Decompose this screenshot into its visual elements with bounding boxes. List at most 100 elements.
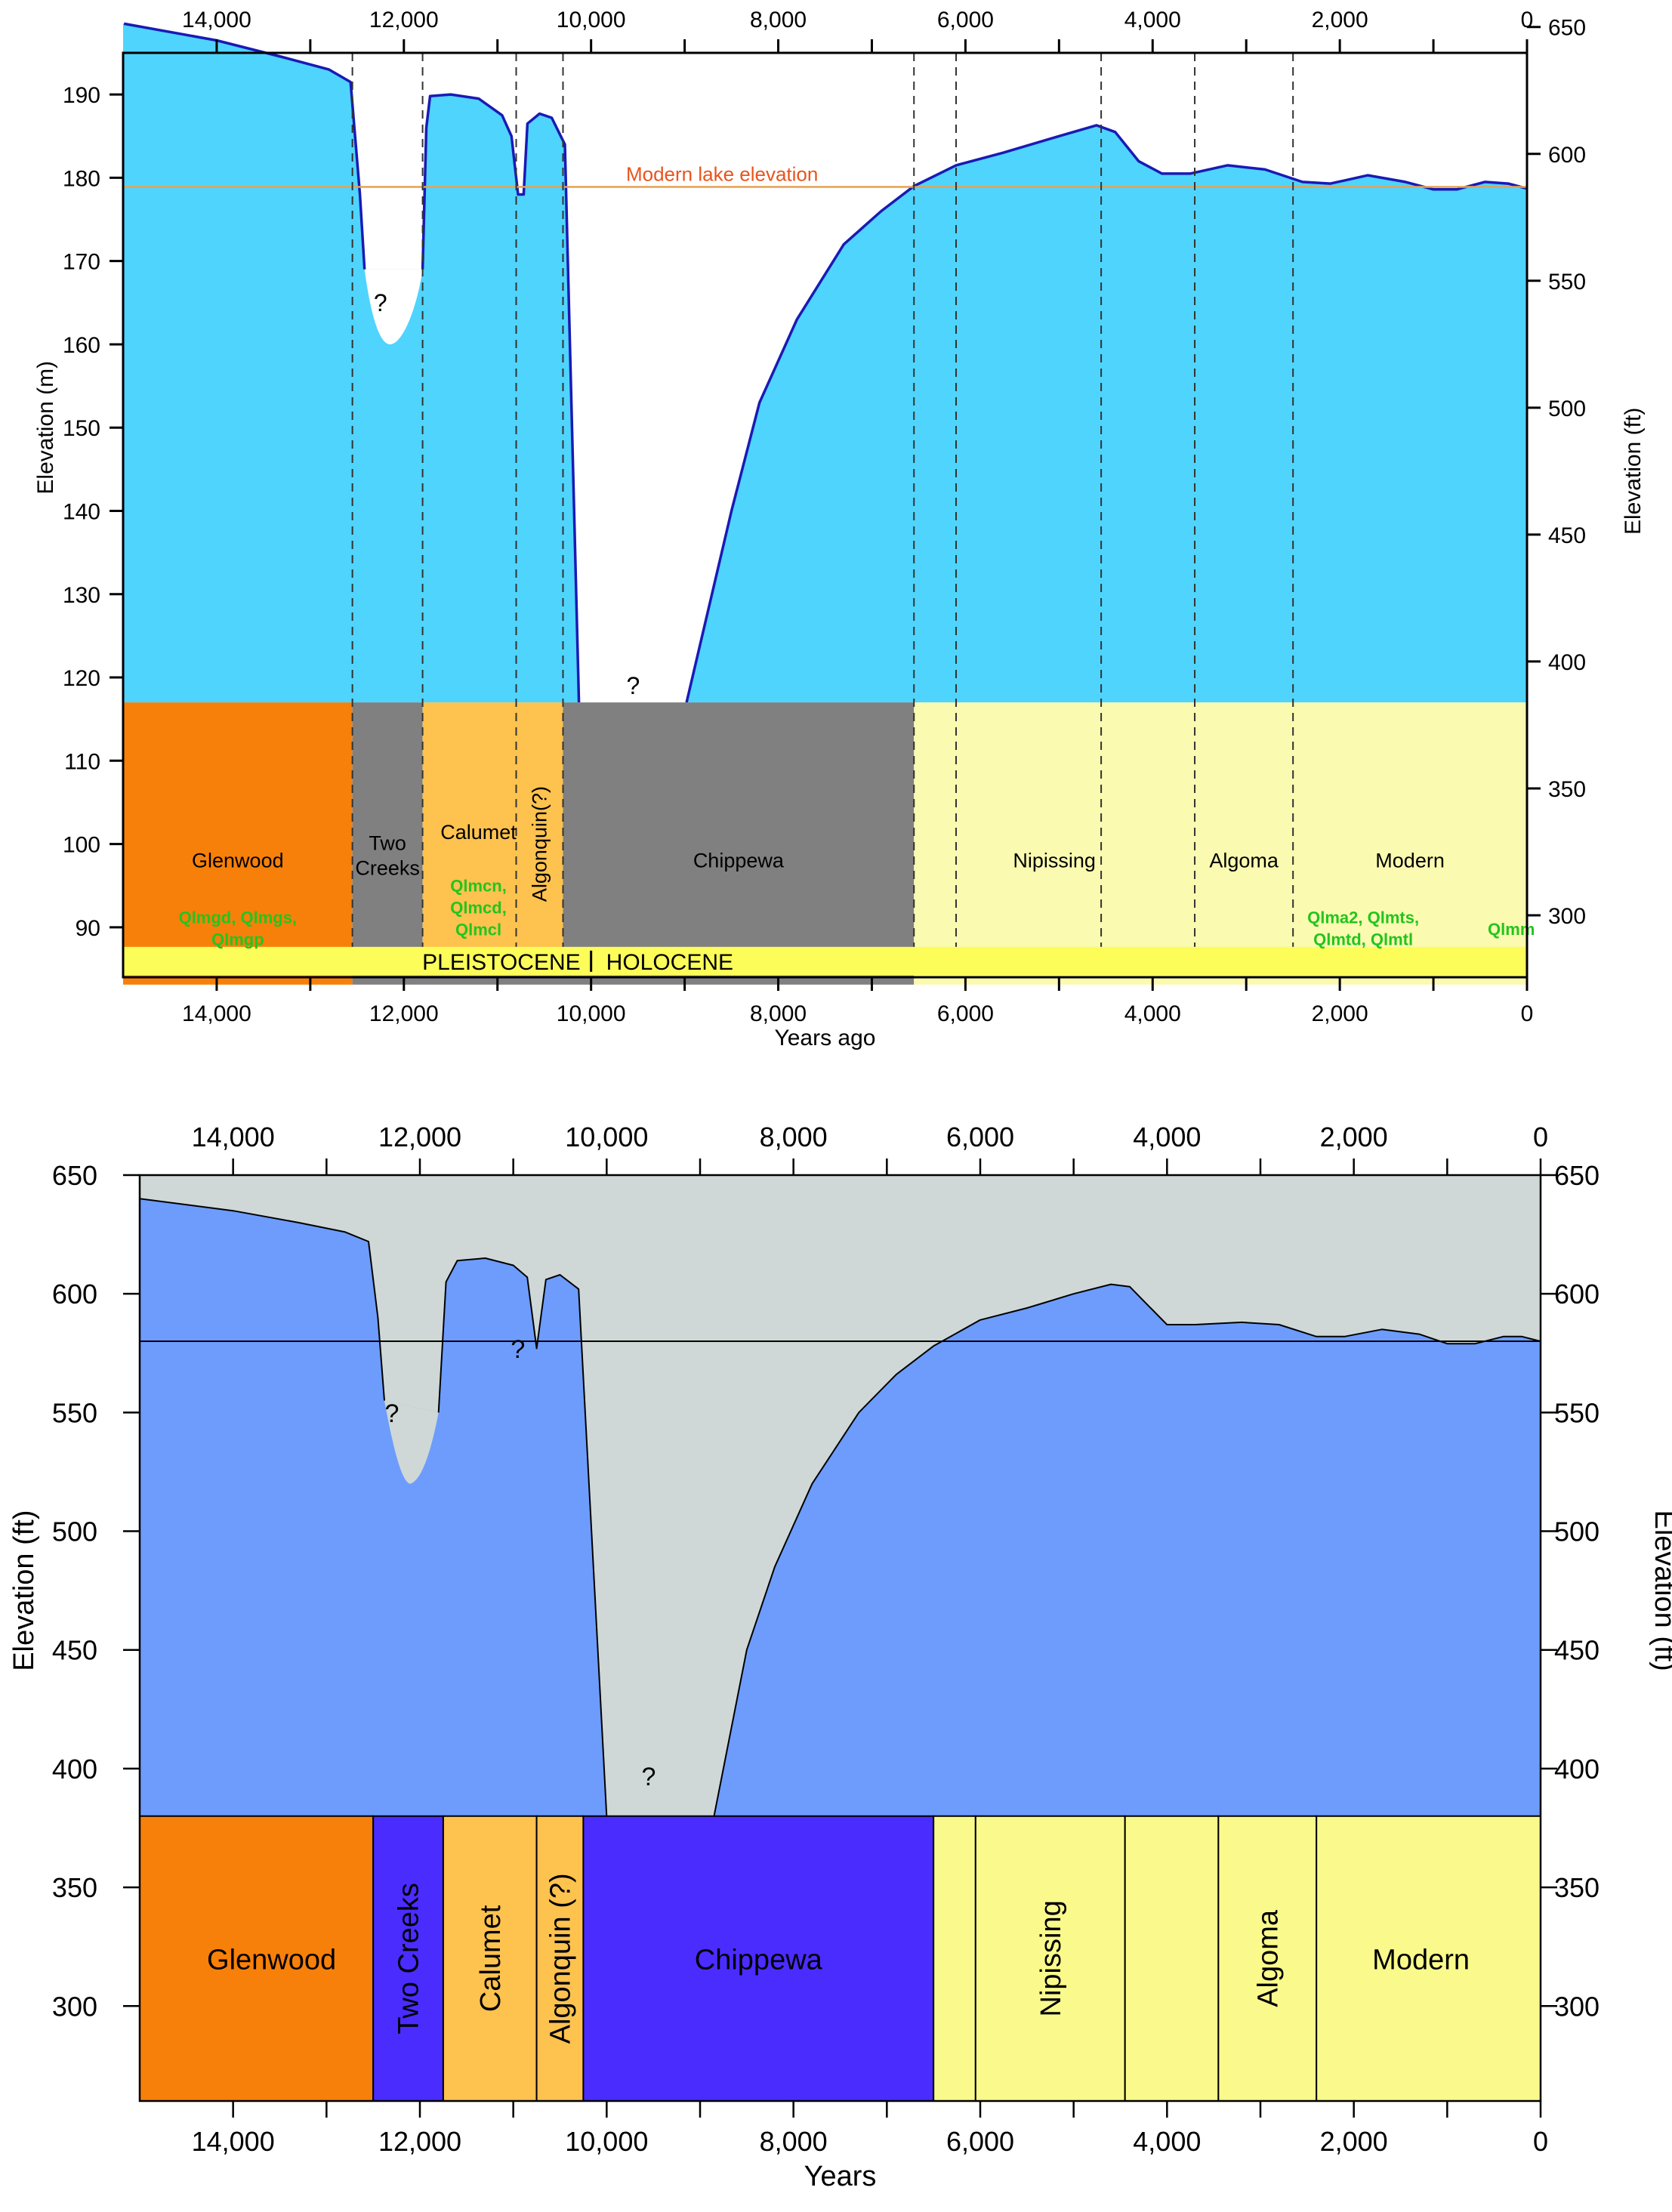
stage-box-nipissing bbox=[914, 702, 1195, 976]
y-left-tick-label-6: 600 bbox=[52, 1279, 97, 1310]
x-tick-label-top-0: 14,000 bbox=[192, 1121, 275, 1152]
y-right-axis-label: Elevation (ft) bbox=[1621, 408, 1646, 535]
question-mark-0: ? bbox=[384, 1399, 399, 1428]
y-left-tick-label-1: 350 bbox=[52, 1872, 97, 1903]
y-right-tick-label-3: 450 bbox=[1554, 1635, 1600, 1666]
y-left-tick-label-9: 180 bbox=[63, 166, 100, 191]
x-tick-label-top-3: 8,000 bbox=[760, 1121, 828, 1152]
stage-box-two-creeks bbox=[352, 702, 423, 976]
x-axis-label: Years bbox=[804, 2161, 877, 2192]
x-tick-label-top-5: 4,000 bbox=[1124, 8, 1181, 32]
stage-label-glenwood: Glenwood bbox=[192, 850, 284, 872]
modern-lake-label: Modern lake elevation bbox=[626, 163, 818, 186]
y-left-tick-label-7: 650 bbox=[52, 1160, 97, 1191]
lake-level-line-holocene bbox=[685, 124, 1528, 703]
map-units-line: Qlmcd, bbox=[450, 898, 507, 917]
map-units-modern-7: Qlma2, Qlmts, Qlmtd, Qlmtl bbox=[1307, 908, 1419, 949]
x-tick-label-bottom-5: 4,000 bbox=[1133, 2126, 1201, 2157]
y-right-tick-label-2: 400 bbox=[1554, 1754, 1600, 1785]
y-right-tick-label-6: 600 bbox=[1548, 143, 1586, 168]
x-tick-label-bottom-4: 6,000 bbox=[946, 2126, 1014, 2157]
lake-level-line-holocene bbox=[713, 1283, 1541, 1816]
y-left-tick-label-5: 140 bbox=[63, 499, 100, 524]
epoch-label-holocene: HOLOCENE bbox=[606, 950, 733, 975]
x-tick-label-top-3: 8,000 bbox=[750, 8, 807, 32]
y-left-tick-label-1: 100 bbox=[63, 833, 100, 858]
x-tick-label-bottom-0: 14,000 bbox=[182, 1001, 251, 1026]
stage-label-two-creeks: Two Creeks bbox=[393, 1883, 425, 2035]
y-left-tick-label-10: 190 bbox=[63, 83, 100, 108]
unknown-low-gap-1 bbox=[384, 1400, 439, 1484]
stage-label-modern: Modern bbox=[1375, 850, 1445, 872]
stage-label-nipissing: Nipissing bbox=[1013, 850, 1096, 872]
top-lake-level-chart: PLEISTOCENE HOLOCENE Modern lake elevation… bbox=[33, 8, 1646, 1050]
y-left-axis-label: Elevation (ft) bbox=[8, 1510, 40, 1671]
y-right-axis-label: Elevation (ft) bbox=[1649, 1510, 1672, 1671]
stage-box-calumet bbox=[422, 702, 563, 976]
stage-box-blank-7 bbox=[1124, 1815, 1220, 2102]
x-tick-label-top-7: 0 bbox=[1533, 1121, 1548, 1152]
y-left-tick-label-0: 300 bbox=[52, 1991, 97, 2022]
x-tick-label-top-6: 2,000 bbox=[1312, 8, 1368, 32]
stage-box-glenwood bbox=[123, 702, 353, 976]
y-left-axis-label: Elevation (m) bbox=[33, 361, 58, 495]
x-tick-label-bottom-5: 4,000 bbox=[1124, 1001, 1181, 1026]
stage-label-two-creeks: Two Creeks bbox=[355, 832, 420, 880]
x-tick-label-bottom-7: 0 bbox=[1533, 2126, 1548, 2157]
stage-box-blank-5 bbox=[933, 1815, 976, 2102]
map-units-glenwood-0: Qlmgd, Qlmgs, Qlmgp bbox=[179, 908, 297, 949]
stage-label-line: Two bbox=[369, 832, 406, 855]
y-left-tick-label-3: 120 bbox=[63, 666, 100, 691]
y-right-tick-label-0: 300 bbox=[1548, 904, 1586, 929]
stage-label-calumet: Calumet bbox=[440, 821, 517, 844]
y-right-tick-label-2: 400 bbox=[1548, 650, 1586, 675]
stage-box-algoma bbox=[1217, 1815, 1318, 2102]
stage-box-chippewa bbox=[563, 702, 915, 976]
stage-label-algoma: Algoma bbox=[1252, 1909, 1284, 2007]
epoch-band bbox=[123, 946, 1527, 976]
question-mark-0: ? bbox=[374, 289, 387, 316]
y-left-tick-label-7: 160 bbox=[63, 333, 100, 358]
x-tick-label-bottom-0: 14,000 bbox=[192, 2126, 275, 2157]
y-right-tick-label-4: 500 bbox=[1548, 396, 1586, 421]
plot-frame bbox=[122, 51, 1529, 979]
y-left-tick-label-2: 110 bbox=[64, 749, 100, 774]
map-units-line: Qlmgp bbox=[211, 930, 264, 949]
x-tick-label-top-6: 2,000 bbox=[1320, 1121, 1388, 1152]
x-tick-label-bottom-1: 12,000 bbox=[378, 2126, 461, 2157]
y-left-tick-label-5: 550 bbox=[52, 1397, 97, 1428]
question-mark-1: ? bbox=[627, 672, 640, 699]
x-axis-label: Years ago bbox=[774, 1026, 875, 1050]
stage-box-glenwood bbox=[139, 1815, 375, 2102]
stage-box-modern bbox=[1293, 702, 1527, 976]
water-area bbox=[140, 1199, 1541, 1816]
x-tick-label-top-5: 4,000 bbox=[1133, 1121, 1201, 1152]
lake-level-line-calumet bbox=[421, 93, 581, 703]
bottom-lake-level-chart: Glenwood Two Creeks Calumet Algonquin (?) Ch… bbox=[8, 1121, 1672, 2192]
x-tick-label-top-2: 10,000 bbox=[557, 8, 626, 32]
plot-frame bbox=[138, 1174, 1542, 2102]
x-tick-label-top-7: 0 bbox=[1521, 8, 1534, 32]
x-tick-label-top-2: 10,000 bbox=[565, 1121, 648, 1152]
lake-level-line-glenwood bbox=[140, 1198, 385, 1401]
y-right-tick-label-6: 600 bbox=[1554, 1279, 1600, 1310]
map-units-line: Qlmcn, bbox=[450, 876, 507, 895]
x-tick-label-bottom-3: 8,000 bbox=[750, 1001, 807, 1026]
x-tick-label-top-4: 6,000 bbox=[946, 1121, 1014, 1152]
y-left-tick-label-0: 90 bbox=[76, 916, 100, 941]
y-right-tick-label-5: 550 bbox=[1554, 1397, 1600, 1428]
stage-label-line: Creeks bbox=[355, 857, 420, 880]
stage-label-algonquin: Algonquin(?) bbox=[529, 786, 551, 902]
lake-level-line-calumet bbox=[437, 1257, 608, 1816]
x-tick-label-bottom-4: 6,000 bbox=[937, 1001, 994, 1026]
x-tick-label-top-1: 12,000 bbox=[378, 1121, 461, 1152]
x-tick-label-top-0: 14,000 bbox=[182, 8, 251, 32]
stage-label-algonquin: Algonquin (?) bbox=[545, 1873, 577, 2044]
y-right-tick-label-1: 350 bbox=[1554, 1872, 1600, 1903]
y-right-tick-label-7: 650 bbox=[1554, 1160, 1600, 1191]
y-left-tick-label-2: 400 bbox=[52, 1754, 97, 1785]
map-units-calumet-2: Qlmcn, Qlmcd, Qlmcl bbox=[450, 876, 507, 939]
x-tick-label-bottom-7: 0 bbox=[1521, 1001, 1534, 1026]
y-right-tick-label-7: 650 bbox=[1548, 16, 1586, 41]
